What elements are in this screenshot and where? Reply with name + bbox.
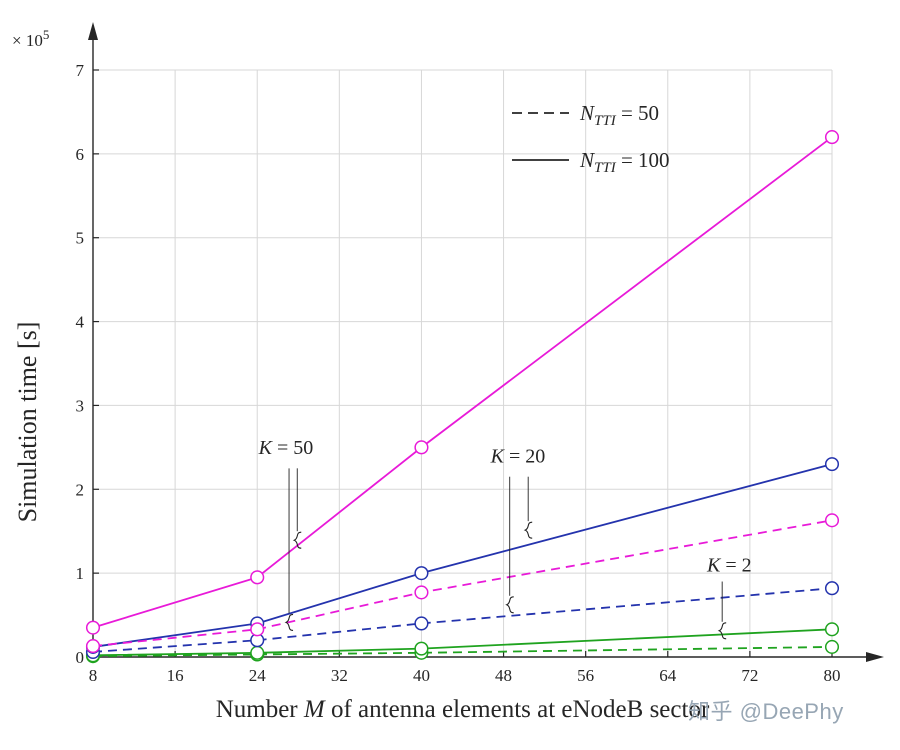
- data-marker: [250, 645, 265, 660]
- axes: [88, 22, 884, 662]
- data-marker: [824, 581, 840, 596]
- x-tick-label: 72: [741, 666, 758, 685]
- data-marker: [250, 570, 265, 585]
- y-tick-label: 4: [76, 313, 85, 332]
- y-tick-label: 5: [76, 229, 85, 248]
- data-marker: [824, 513, 840, 528]
- brace-icon: [505, 596, 514, 614]
- data-marker: [414, 585, 429, 600]
- x-tick-label: 16: [167, 666, 184, 685]
- y-tick-label: 0: [76, 648, 85, 667]
- data-marker: [250, 622, 265, 637]
- data-marker: [85, 620, 101, 635]
- annotation-label: K = 50: [258, 437, 314, 459]
- brace-icon: [292, 531, 302, 549]
- data-marker: [824, 622, 840, 637]
- watermark: 知乎 @DeePhy: [688, 694, 898, 726]
- watermark-text: 知乎 @DeePhy: [688, 699, 844, 724]
- data-marker: [824, 457, 840, 472]
- x-tick-label: 56: [577, 666, 594, 685]
- annotation-label: K = 2: [706, 554, 752, 576]
- annotations: K = 50 K = 20 K = 2: [258, 437, 752, 640]
- y-axis-label: Simulation time [s]: [13, 322, 42, 523]
- y-exponent-label: × 105: [12, 27, 49, 50]
- series-k-50-n-tti-100: [85, 130, 840, 635]
- gridlines: [93, 69, 833, 657]
- x-tick-label: 64: [659, 666, 677, 685]
- series-k-2-n-tti-100: [85, 622, 840, 663]
- y-tick-label: 3: [76, 396, 85, 415]
- y-axis-arrow-icon: [88, 22, 98, 40]
- data-marker: [85, 639, 101, 654]
- legend: NTTI = 50 NTTI = 100: [512, 101, 670, 176]
- x-tick-label: 24: [249, 666, 267, 685]
- data-marker: [414, 641, 429, 656]
- data-marker: [824, 639, 840, 654]
- legend-entry-label: NTTI = 50: [579, 101, 659, 129]
- legend-entry-label: NTTI = 100: [579, 148, 670, 176]
- annotation-label: K = 20: [490, 445, 546, 467]
- data-marker: [824, 130, 840, 145]
- data-marker: [414, 616, 429, 631]
- y-tick-label: 2: [76, 480, 85, 499]
- y-tick-label: 6: [76, 145, 85, 164]
- brace-icon: [717, 622, 727, 640]
- x-tick-label: 40: [413, 666, 430, 685]
- x-axis-arrow-icon: [866, 652, 884, 662]
- brace-icon: [284, 613, 294, 631]
- x-tick-label: 48: [495, 666, 512, 685]
- data-marker: [414, 566, 429, 581]
- series-k-50-n-tti-50: [85, 513, 840, 654]
- y-tick-label: 1: [76, 564, 85, 583]
- x-tick-label: 80: [824, 666, 841, 685]
- x-tick-label: 8: [89, 666, 98, 685]
- x-axis-label: Number M of antenna elements at eNodeB s…: [216, 696, 710, 723]
- y-tick-label: 7: [76, 61, 85, 80]
- x-tick-label: 32: [331, 666, 348, 685]
- data-marker: [414, 440, 429, 455]
- brace-icon: [523, 521, 533, 539]
